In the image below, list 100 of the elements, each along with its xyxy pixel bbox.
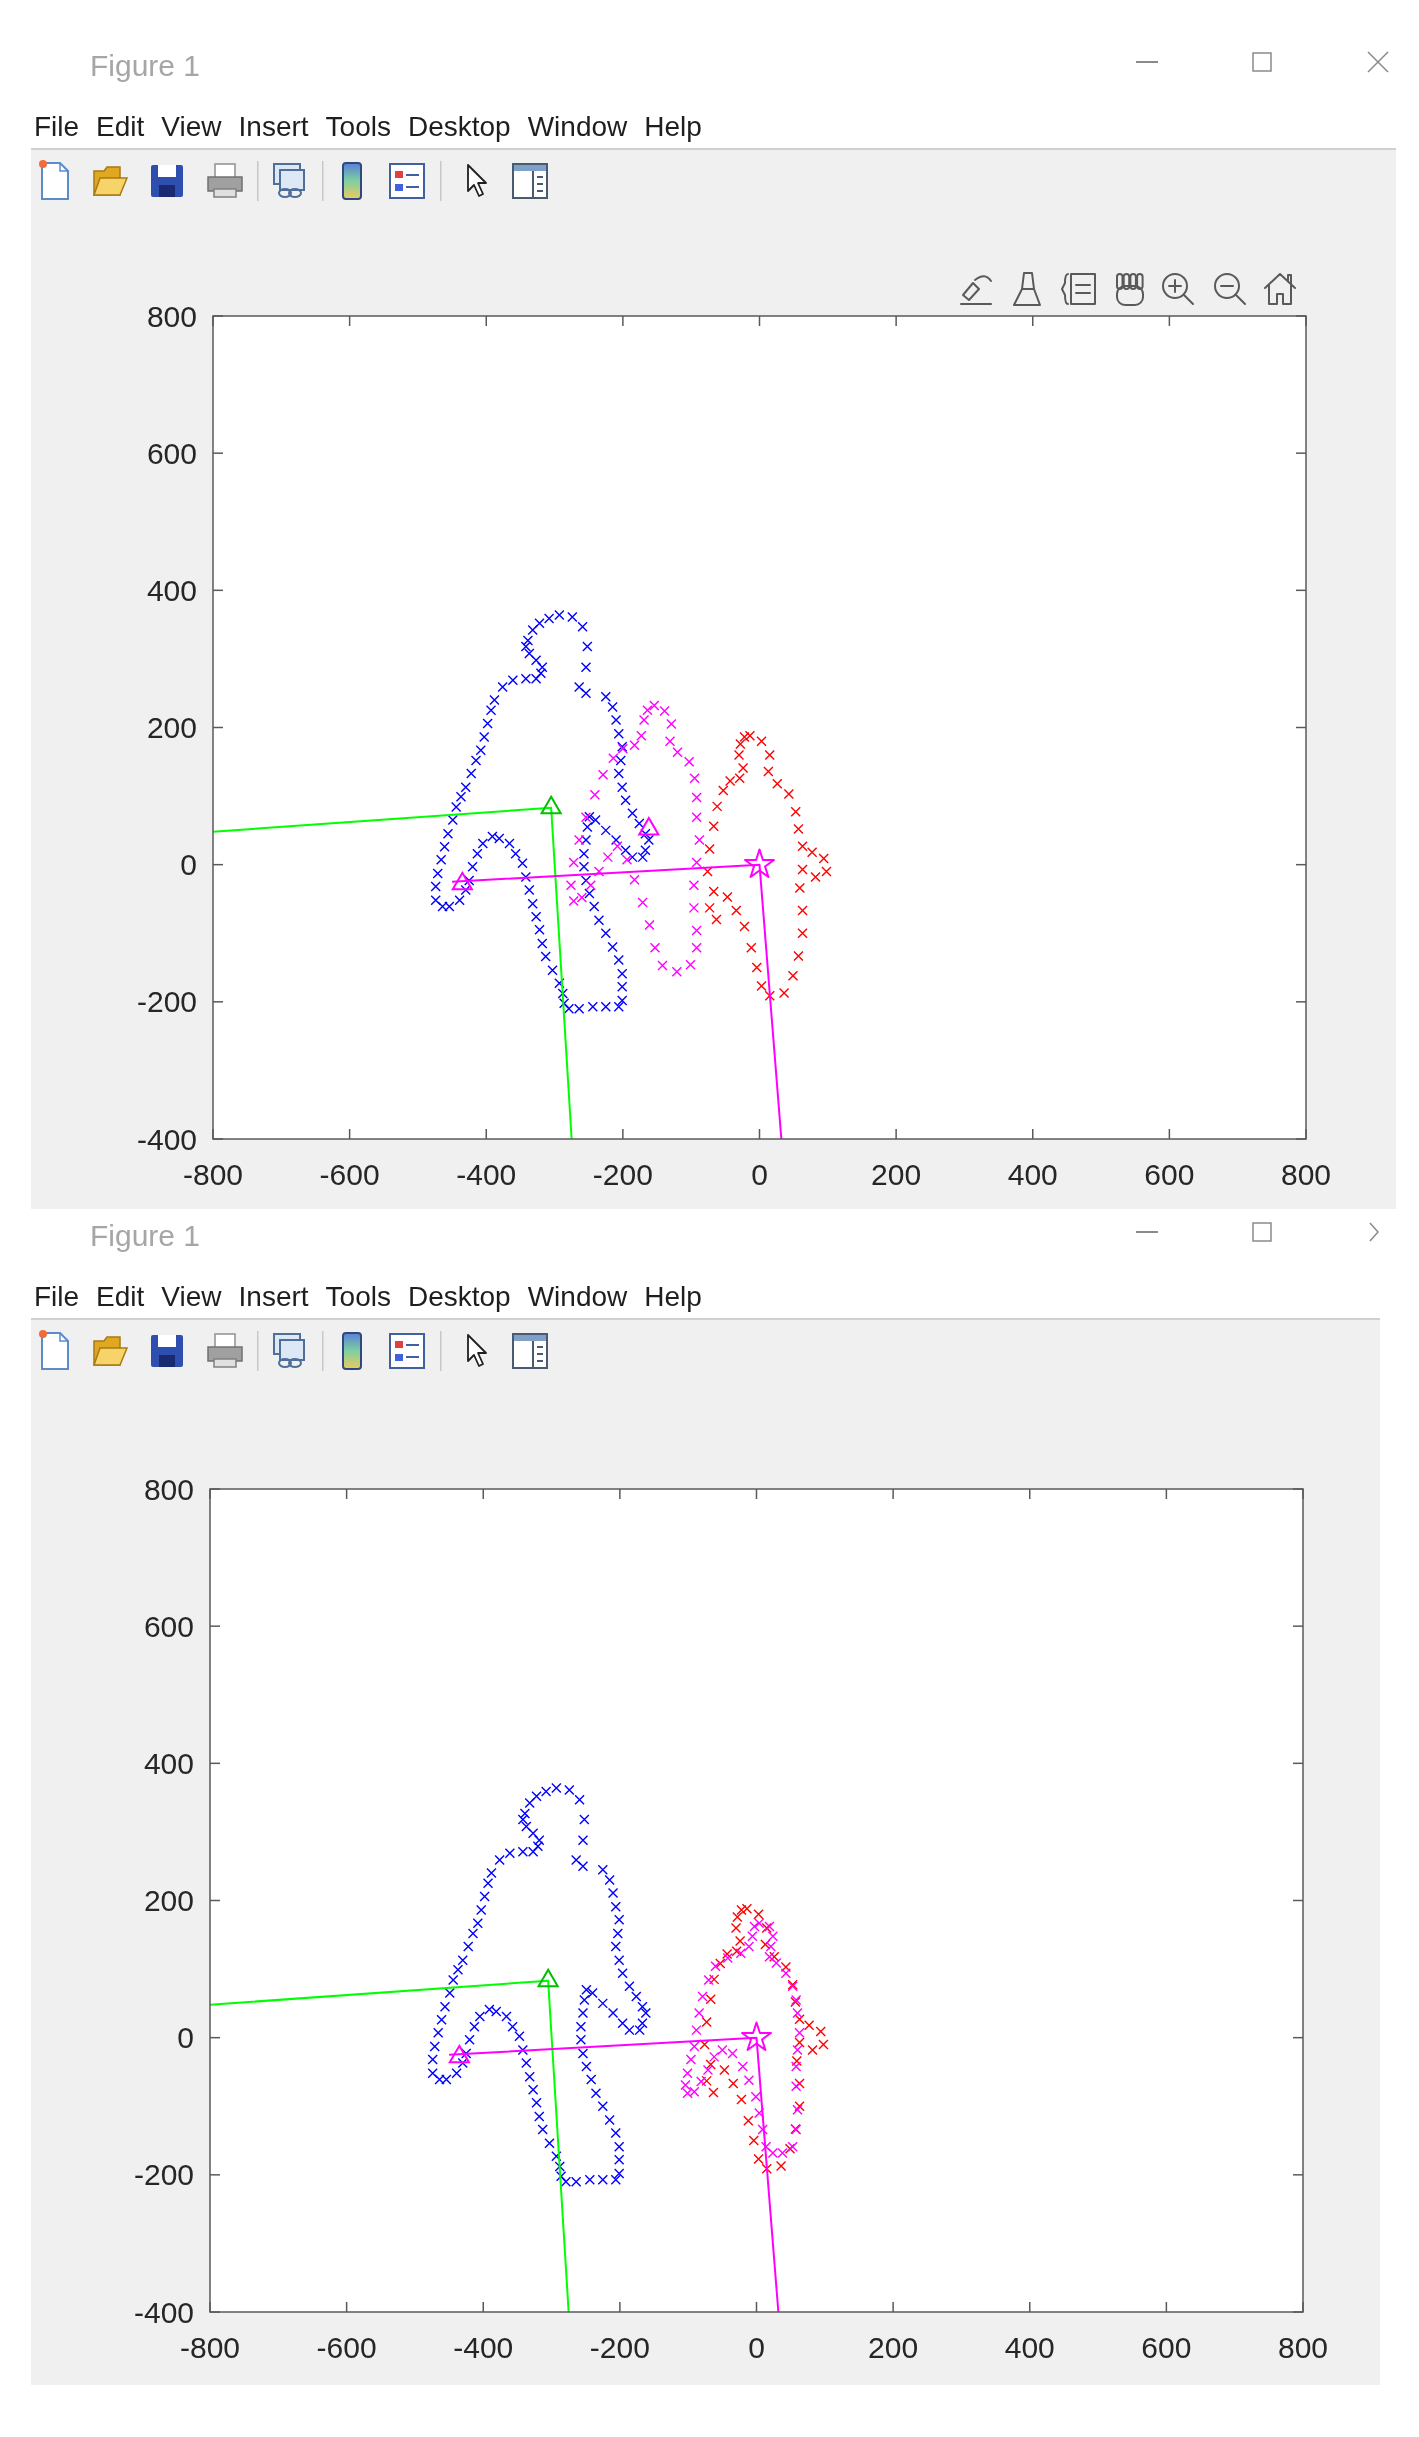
x-tick-label: 400 <box>1004 2331 1055 2364</box>
point <box>568 895 579 907</box>
point <box>708 886 719 897</box>
y-tick-label: -200 <box>133 2158 194 2192</box>
point <box>797 864 808 875</box>
point <box>771 1957 782 1969</box>
point <box>602 851 614 863</box>
point <box>691 857 702 868</box>
point <box>699 2039 710 2050</box>
text: Desktop <box>407 111 511 142</box>
point <box>739 731 750 743</box>
point <box>629 740 640 751</box>
x-tick-label: -400 <box>453 2331 514 2364</box>
point <box>790 2081 802 2092</box>
point <box>797 905 808 916</box>
point <box>629 874 640 885</box>
point <box>649 942 661 953</box>
point <box>794 2027 805 2039</box>
point <box>644 919 655 931</box>
point <box>763 766 774 777</box>
text: Insert <box>238 1281 309 1312</box>
point <box>710 1961 721 1972</box>
point <box>685 2054 697 2065</box>
point <box>753 1909 764 1920</box>
point <box>704 843 715 855</box>
point <box>722 891 733 903</box>
point <box>767 1930 779 1942</box>
point <box>750 2091 762 2102</box>
point <box>748 2135 759 2146</box>
text: Tools <box>325 1281 391 1312</box>
text: Help <box>644 111 702 142</box>
point <box>685 959 696 970</box>
point <box>597 769 609 781</box>
point <box>743 2074 755 2086</box>
point <box>797 928 808 939</box>
y-tick-label: 400 <box>143 1746 194 1780</box>
point <box>732 1911 743 1923</box>
point <box>608 753 619 764</box>
point <box>703 1974 714 1986</box>
x-tick-label: -800 <box>179 2331 241 2364</box>
text: Desktop <box>407 1281 511 1312</box>
point <box>736 2094 747 2105</box>
point <box>739 921 750 932</box>
point <box>694 834 705 846</box>
point <box>733 749 745 761</box>
point <box>790 806 801 818</box>
y-tick-label: 600 <box>143 1609 194 1643</box>
point <box>659 705 670 717</box>
point <box>649 700 660 711</box>
point <box>688 902 700 914</box>
point <box>793 823 804 835</box>
point <box>769 1951 780 1962</box>
point <box>753 2153 764 2165</box>
text: Edit <box>96 1281 145 1312</box>
point <box>728 2078 739 2089</box>
point <box>691 792 702 803</box>
x-tick-label: 400 <box>1007 1158 1058 1191</box>
point <box>642 705 653 716</box>
x-tick-label: 200 <box>868 2331 919 2364</box>
point <box>792 2007 803 2019</box>
point <box>743 1941 755 1952</box>
point <box>689 773 700 784</box>
point <box>708 2051 720 2063</box>
point <box>754 1917 765 1929</box>
point <box>565 880 577 891</box>
text: View <box>161 1281 223 1312</box>
point <box>638 714 650 726</box>
x-tick-label: 800 <box>1280 1158 1332 1191</box>
point <box>695 2076 707 2087</box>
y-tick-label: 800 <box>143 1472 194 1506</box>
point <box>743 2115 754 2126</box>
point <box>704 902 715 914</box>
x-tick-label: 0 <box>748 2331 765 2364</box>
point <box>741 2021 772 2051</box>
x-tick-label: -400 <box>456 1158 517 1191</box>
point <box>778 987 790 999</box>
point <box>797 840 808 852</box>
point <box>573 834 585 846</box>
point <box>791 2055 802 2067</box>
point <box>585 880 596 891</box>
point <box>702 866 713 877</box>
point <box>775 2160 787 2172</box>
y-tick-label: 400 <box>146 573 197 607</box>
point <box>717 2044 728 2056</box>
point <box>697 1991 708 2002</box>
point <box>764 749 775 761</box>
point <box>689 2041 700 2052</box>
text: Tools <box>325 111 391 142</box>
point <box>807 2044 818 2056</box>
point <box>818 853 829 864</box>
point <box>756 980 767 992</box>
point <box>708 821 719 832</box>
point <box>794 2078 805 2089</box>
point <box>621 854 633 866</box>
point <box>568 857 579 868</box>
point <box>680 2079 691 2091</box>
point <box>764 1951 775 1962</box>
point <box>715 1958 726 1969</box>
point <box>719 2064 730 2076</box>
point <box>727 2048 738 2059</box>
